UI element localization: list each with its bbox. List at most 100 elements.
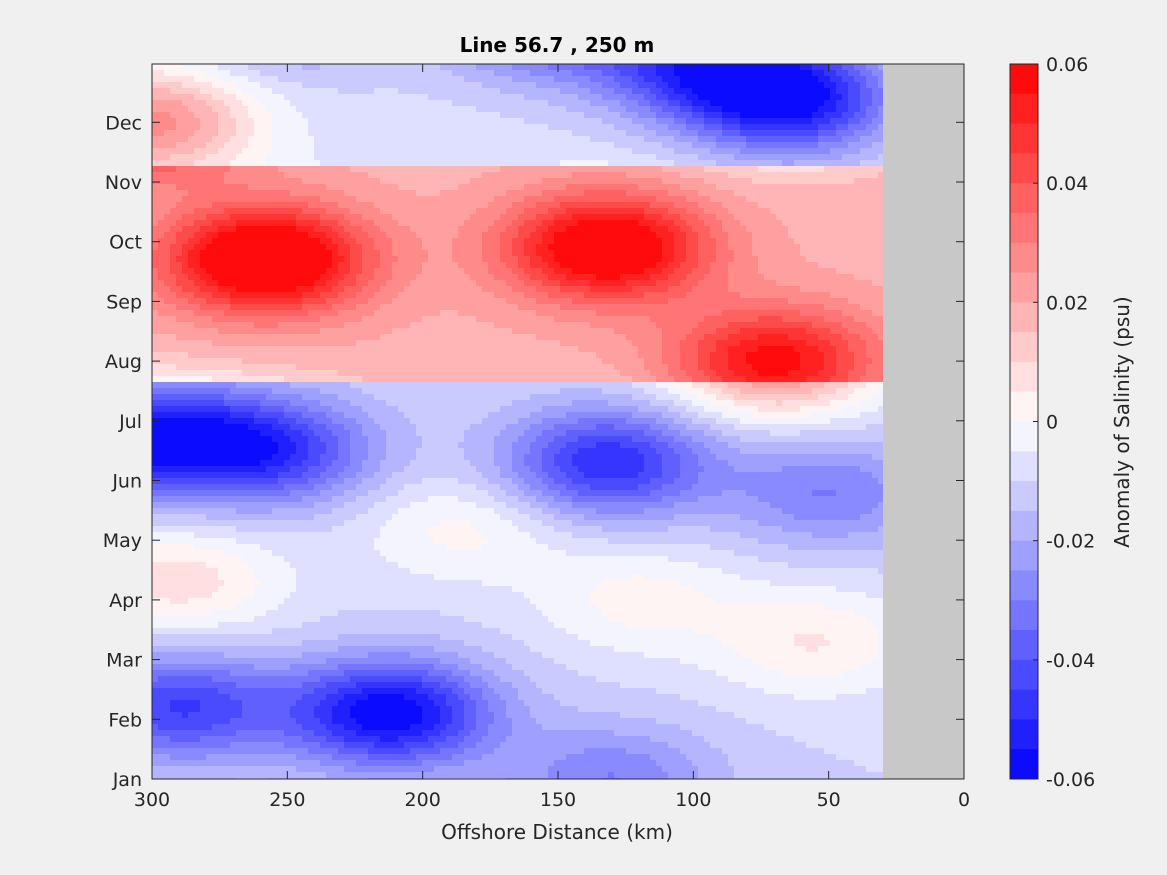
contour-cell (608, 112, 614, 118)
contour-cell (548, 208, 554, 214)
contour-cell (182, 214, 188, 220)
contour-cell (158, 190, 164, 196)
contour-cell (224, 172, 230, 178)
contour-cell (632, 268, 638, 274)
contour-cell (590, 154, 596, 160)
contour-cell (422, 256, 428, 262)
contour-cell (752, 88, 758, 94)
contour-cell (374, 190, 380, 196)
contour-cell (620, 238, 626, 244)
contour-cell (452, 232, 458, 238)
contour-cell (656, 172, 662, 178)
contour-cell (236, 214, 242, 220)
contour-cell (308, 298, 314, 304)
contour-cell (830, 202, 836, 208)
contour-cell (578, 148, 584, 154)
contour-cell (338, 286, 344, 292)
contour-cell (236, 202, 242, 208)
contour-cell (710, 214, 716, 220)
contour-cell (200, 154, 206, 160)
contour-cell (182, 220, 188, 226)
contour-cell (188, 130, 194, 136)
contour-cell (686, 136, 692, 142)
contour-cell (470, 268, 476, 274)
contour-cell (548, 274, 554, 280)
contour-cell (308, 112, 314, 118)
contour-cell (314, 64, 320, 70)
contour-cell (560, 160, 566, 166)
contour-cell (326, 202, 332, 208)
contour-cell (764, 112, 770, 118)
contour-cell (362, 292, 368, 298)
contour-cell (704, 220, 710, 226)
contour-cell (656, 112, 662, 118)
contour-cell (830, 94, 836, 100)
contour-cell (806, 82, 812, 88)
contour-cell (230, 160, 236, 166)
contour-cell (158, 232, 164, 238)
contour-cell (218, 208, 224, 214)
contour-cell (482, 178, 488, 184)
contour-cell (254, 214, 260, 220)
contour-cell (560, 100, 566, 106)
contour-cell (530, 88, 536, 94)
contour-cell (530, 226, 536, 232)
contour-cell (704, 76, 710, 82)
contour-cell (704, 268, 710, 274)
contour-cell (818, 298, 824, 304)
contour-cell (242, 274, 248, 280)
contour-cell (632, 124, 638, 130)
contour-cell (506, 118, 512, 124)
contour-cell (692, 184, 698, 190)
contour-cell (566, 244, 572, 250)
contour-cell (284, 274, 290, 280)
contour-cell (596, 268, 602, 274)
contour-cell (278, 178, 284, 184)
contour-cell (266, 76, 272, 82)
contour-cell (242, 208, 248, 214)
contour-cell (398, 76, 404, 82)
contour-cell (296, 286, 302, 292)
contour-cell (248, 262, 254, 268)
contour-cell (506, 166, 512, 172)
contour-cell (650, 208, 656, 214)
contour-cell (188, 154, 194, 160)
contour-cell (560, 220, 566, 226)
contour-cell (662, 250, 668, 256)
contour-cell (452, 292, 458, 298)
contour-cell (494, 202, 500, 208)
contour-cell (296, 280, 302, 286)
contour-cell (464, 292, 470, 298)
contour-cell (698, 220, 704, 226)
contour-cell (764, 220, 770, 226)
contour-cell (644, 190, 650, 196)
contour-cell (500, 304, 506, 310)
contour-cell (446, 232, 452, 238)
contour-cell (830, 226, 836, 232)
contour-cell (632, 298, 638, 304)
contour-cell (398, 124, 404, 130)
contour-cell (512, 208, 518, 214)
contour-cell (824, 136, 830, 142)
contour-cell (248, 244, 254, 250)
contour-cell (362, 70, 368, 76)
contour-cell (266, 166, 272, 172)
contour-cell (662, 166, 668, 172)
contour-cell (494, 94, 500, 100)
contour-cell (776, 250, 782, 256)
contour-cell (188, 136, 194, 142)
contour-cell (404, 82, 410, 88)
contour-cell (818, 112, 824, 118)
contour-cell (800, 118, 806, 124)
contour-cell (458, 304, 464, 310)
contour-cell (404, 136, 410, 142)
contour-cell (758, 184, 764, 190)
contour-cell (524, 172, 530, 178)
contour-cell (182, 112, 188, 118)
contour-cell (518, 82, 524, 88)
contour-cell (512, 250, 518, 256)
contour-cell (686, 166, 692, 172)
contour-cell (176, 220, 182, 226)
contour-cell (182, 250, 188, 256)
contour-cell (758, 106, 764, 112)
